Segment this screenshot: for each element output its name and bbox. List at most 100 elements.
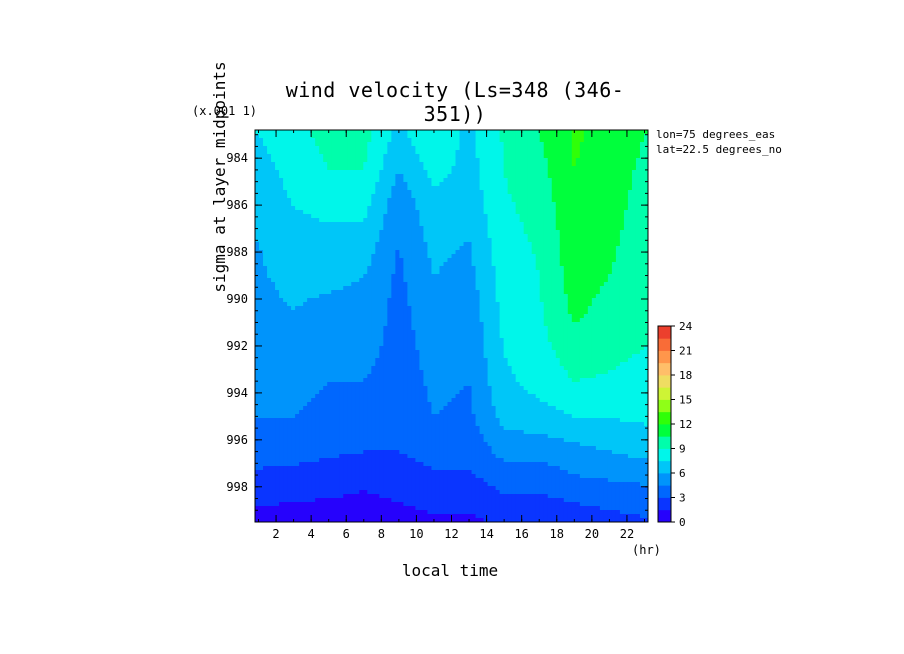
heatmap-cell <box>471 314 477 319</box>
heatmap-cell <box>387 254 392 259</box>
heatmap-cell <box>263 310 268 315</box>
heatmap-cell <box>475 270 481 275</box>
heatmap-cell <box>523 198 529 203</box>
heatmap-cell <box>351 238 356 243</box>
heatmap-cell <box>375 154 380 159</box>
heatmap-cell <box>319 242 324 247</box>
heatmap-cell <box>299 258 304 263</box>
heatmap-cell <box>423 134 429 139</box>
heatmap-cell <box>359 206 364 211</box>
heatmap-cell <box>255 202 260 207</box>
heatmap-cell <box>423 166 429 171</box>
heatmap-cell <box>343 182 348 187</box>
heatmap-cell <box>519 322 525 327</box>
heatmap-cell <box>407 294 412 299</box>
heatmap-cell <box>587 138 593 143</box>
heatmap-cell <box>635 170 641 175</box>
heatmap-cell <box>515 290 521 295</box>
heatmap-cell <box>507 178 513 183</box>
heatmap-cell <box>451 134 457 139</box>
heatmap-cell <box>475 198 481 203</box>
heatmap-cell <box>511 262 517 267</box>
heatmap-cell <box>531 250 537 255</box>
heatmap-cell <box>399 274 404 279</box>
heatmap-cell <box>523 306 529 311</box>
heatmap-cell <box>319 266 324 271</box>
heatmap-cell <box>315 234 320 239</box>
heatmap-cell <box>399 322 404 327</box>
heatmap-cell <box>631 194 637 199</box>
heatmap-cell <box>467 258 473 263</box>
heatmap-cell <box>367 318 372 323</box>
heatmap-cell <box>575 254 581 259</box>
heatmap-cell <box>327 326 332 331</box>
heatmap-cell <box>551 262 557 267</box>
heatmap-cell <box>283 230 288 235</box>
heatmap-cell <box>567 218 573 223</box>
heatmap-cell <box>387 310 392 315</box>
heatmap-cell <box>307 278 312 283</box>
heatmap-cell <box>383 230 388 235</box>
heatmap-cell <box>367 274 372 279</box>
heatmap-cell <box>519 270 525 275</box>
heatmap-cell <box>463 218 469 223</box>
heatmap-cell <box>479 138 485 143</box>
heatmap-cell <box>607 170 613 175</box>
heatmap-cell <box>447 134 453 139</box>
heatmap-cell <box>627 142 633 147</box>
heatmap-cell <box>563 274 569 279</box>
heatmap-cell <box>455 258 461 263</box>
heatmap-cell <box>259 310 264 315</box>
heatmap-cell <box>327 178 332 183</box>
heatmap-cell <box>535 166 541 171</box>
heatmap-cell <box>303 318 308 323</box>
heatmap-cell <box>307 270 312 275</box>
heatmap-cell <box>291 206 296 211</box>
heatmap-cell <box>271 290 276 295</box>
heatmap-cell <box>363 310 368 315</box>
heatmap-cell <box>451 206 457 211</box>
heatmap-cell <box>515 142 521 147</box>
heatmap-cell <box>563 326 569 331</box>
heatmap-cell <box>279 206 284 211</box>
heatmap-cell <box>623 138 629 143</box>
heatmap-cell <box>603 214 609 219</box>
heatmap-cell <box>543 246 549 251</box>
heatmap-cell <box>579 178 585 183</box>
heatmap-cell <box>571 214 577 219</box>
heatmap-cell <box>447 198 453 203</box>
heatmap-cell <box>443 134 449 139</box>
heatmap-cell <box>327 138 332 143</box>
heatmap-cell <box>535 218 541 223</box>
heatmap-cell <box>351 294 356 299</box>
heatmap-cell <box>339 138 344 143</box>
heatmap-cell <box>519 318 525 323</box>
heatmap-cell <box>271 246 276 251</box>
heatmap-cell <box>315 202 320 207</box>
heatmap-cell <box>411 318 417 323</box>
heatmap-cell <box>375 238 380 243</box>
heatmap-cell <box>311 238 316 243</box>
heatmap-cell <box>587 254 593 259</box>
heatmap-cell <box>379 214 384 219</box>
heatmap-cell <box>475 150 481 155</box>
heatmap-cell <box>419 138 425 143</box>
heatmap-cell <box>299 322 304 327</box>
heatmap-cell <box>339 226 344 231</box>
heatmap-cell <box>443 314 449 319</box>
heatmap-cell <box>363 150 368 155</box>
heatmap-cell <box>415 194 421 199</box>
heatmap-cell <box>379 230 384 235</box>
heatmap-cell <box>303 154 308 159</box>
heatmap-cell <box>491 162 497 167</box>
heatmap-cell <box>295 198 300 203</box>
heatmap-cell <box>599 254 605 259</box>
heatmap-cell <box>275 162 280 167</box>
heatmap-cell <box>423 234 429 239</box>
heatmap-cell <box>395 246 400 251</box>
heatmap-cell <box>399 194 404 199</box>
heatmap-cell <box>343 294 348 299</box>
heatmap-cell <box>527 230 533 235</box>
heatmap-cell <box>415 302 421 307</box>
heatmap-cell <box>291 318 296 323</box>
